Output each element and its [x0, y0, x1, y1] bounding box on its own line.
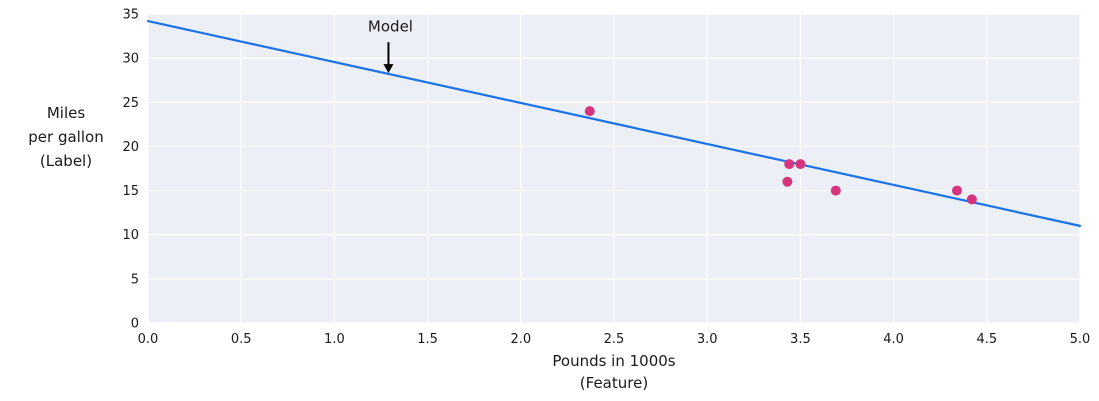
y-tick-label: 0 [131, 317, 139, 332]
y-tick-label: 15 [122, 184, 139, 199]
x-tick-label: 1.5 [417, 332, 438, 347]
data-point [830, 185, 841, 196]
data-point [966, 194, 977, 205]
y-axis-label-line-2: per gallon [28, 128, 104, 146]
y-axis-label-line-3: (Label) [39, 152, 93, 170]
x-tick-label: 0.5 [231, 332, 252, 347]
x-axis-label-line-2: (Feature) [579, 374, 649, 392]
x-tick-label: 5.0 [1070, 332, 1091, 347]
x-tick-label: 3.0 [697, 332, 718, 347]
model-line [146, 19, 1082, 227]
y-axis-label-line-1: Miles [46, 104, 86, 122]
x-tick-label: 3.5 [790, 332, 811, 347]
y-tick-label: 30 [122, 52, 139, 67]
data-point [784, 159, 795, 170]
data-point [951, 185, 962, 196]
y-tick-label: 35 [122, 8, 139, 23]
y-tick-label: 10 [122, 228, 139, 243]
y-tick-label: 25 [122, 96, 139, 111]
x-tick-label: 4.5 [976, 332, 997, 347]
x-axis-label-line-1: Pounds in 1000s [552, 352, 676, 370]
y-tick-label: 5 [131, 272, 139, 287]
x-tick-label: 2.0 [510, 332, 531, 347]
x-tick-label: 1.0 [324, 332, 345, 347]
data-point [584, 106, 595, 117]
x-tick-label: 4.0 [883, 332, 904, 347]
x-tick-label: 0.0 [138, 332, 159, 347]
x-tick-label: 2.5 [604, 332, 625, 347]
model-annotation-arrowhead [383, 64, 394, 74]
y-axis-label: Miles per gallon (Label) [0, 101, 132, 173]
data-point [782, 176, 793, 187]
model-annotation-text: Model [368, 18, 413, 36]
data-point [795, 159, 806, 170]
x-axis-label: Pounds in 1000s (Feature) [464, 350, 764, 394]
y-tick-label: 20 [122, 140, 139, 155]
